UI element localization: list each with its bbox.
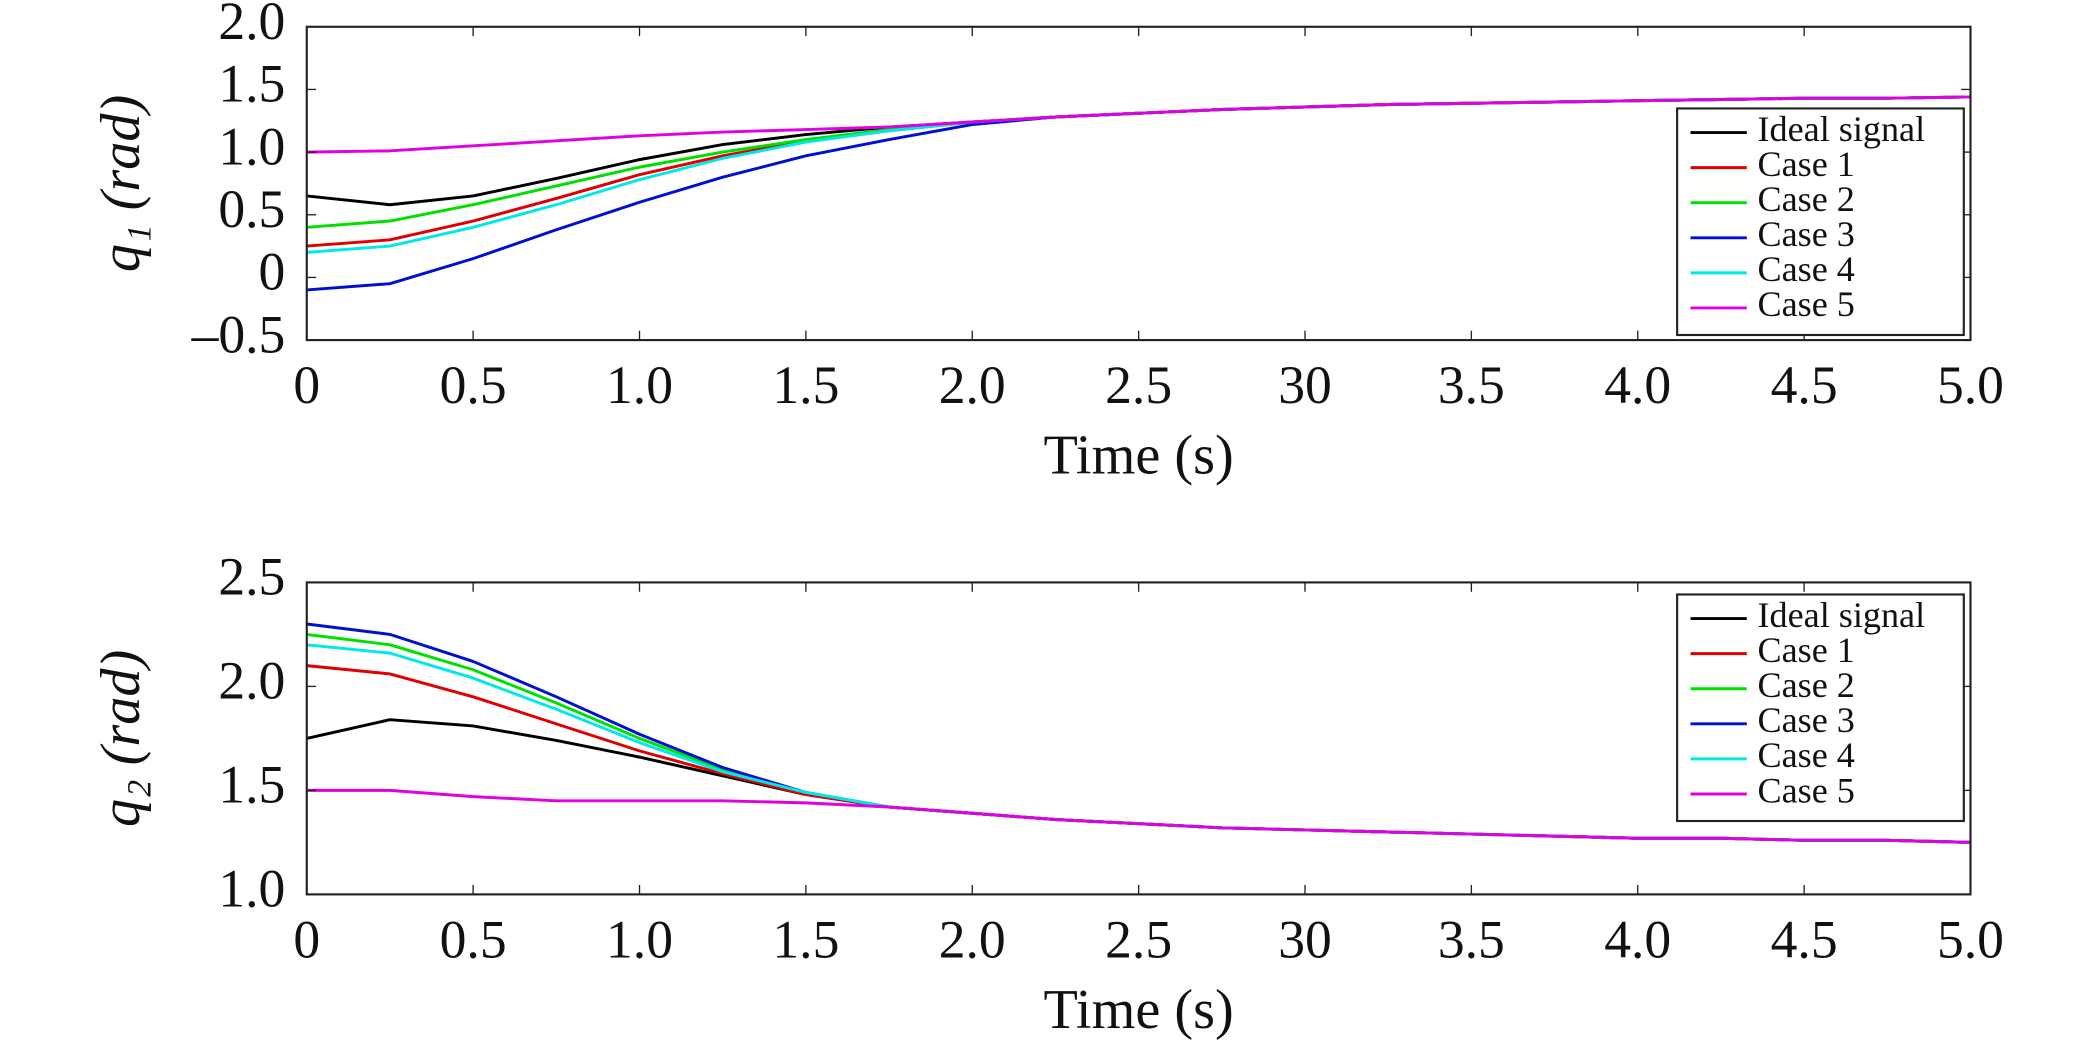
chart: 0 0.5 1.0 1.5 2.0 2.5 30 3.5 4.0 4.5 5.0 1.0 1.5 2.0 2…	[90, 547, 2004, 1041]
x-tick-label: 1.0	[606, 355, 673, 415]
y-tick-label: –0.5	[191, 304, 286, 364]
y-tick-label: 0.5	[218, 179, 285, 239]
x-axis-label: Time (s)	[1044, 979, 1234, 1041]
x-tick-label: 0	[293, 355, 320, 415]
x-tick-label: 30	[1278, 355, 1332, 415]
x-tick-label: 2.0	[939, 355, 1006, 415]
y-tick-label: 2.0	[218, 0, 285, 51]
x-tick-label: 2.0	[939, 910, 1006, 970]
x-tick-label: 3.5	[1438, 355, 1505, 415]
x-tick-label: 2.5	[1105, 910, 1172, 970]
legend-box	[1676, 593, 1965, 823]
x-tick-label: 4.5	[1771, 910, 1838, 970]
y-tick-label: 1.5	[218, 755, 285, 815]
legend-label: Case 1	[1758, 630, 1855, 670]
legend-label: Case 1	[1758, 144, 1855, 184]
chart: 0 0.5 1.0 1.5 2.0 2.5 30 3.5 4.0 4.5 5.0–0.500.51.…	[90, 0, 2004, 486]
x-tick-label: 4.0	[1604, 355, 1671, 415]
series-line	[306, 95, 1971, 154]
legend-label: Case 2	[1758, 665, 1855, 705]
x-tick-label: 1.5	[772, 355, 839, 415]
legend-label: Case 5	[1758, 770, 1855, 810]
x-tick-label: 4.5	[1771, 355, 1838, 415]
y-tick-label: 0	[259, 242, 286, 302]
legend-label: Case 3	[1758, 214, 1855, 254]
y-tick-label: 1.0	[218, 859, 285, 919]
y-tick-label: 2.5	[218, 547, 285, 607]
legend-label: Case 4	[1758, 735, 1855, 775]
y-tick-label: 2.0	[218, 651, 285, 711]
x-tick-label: 1.0	[606, 910, 673, 970]
legend-label: Case 2	[1758, 179, 1855, 219]
y-axis-label: q₁ (rad)	[90, 95, 152, 272]
legend-label: Case 3	[1758, 700, 1855, 740]
legend-label: Case 4	[1758, 249, 1855, 289]
y-tick-label: 1.5	[218, 54, 285, 114]
x-tick-label: 1.5	[772, 910, 839, 970]
y-tick-label: 1.0	[218, 116, 285, 176]
x-tick-label: 5.0	[1937, 910, 2004, 970]
x-tick-label: 30	[1278, 910, 1332, 970]
x-tick-label: 0.5	[440, 910, 507, 970]
y-axis-label: q₂ (rad)	[90, 650, 152, 827]
x-tick-label: 0.5	[440, 355, 507, 415]
x-tick-label: 0	[293, 910, 320, 970]
series-line	[306, 788, 1971, 844]
x-tick-label: 3.5	[1438, 910, 1505, 970]
legend-box	[1676, 107, 1965, 337]
x-tick-label: 2.5	[1105, 355, 1172, 415]
legend-label: Case 5	[1758, 284, 1855, 324]
x-tick-label: 4.0	[1604, 910, 1671, 970]
x-axis-label: Time (s)	[1044, 424, 1234, 486]
x-tick-label: 5.0	[1937, 355, 2004, 415]
legend-label: Ideal signal	[1758, 109, 1926, 149]
legend-label: Ideal signal	[1758, 595, 1926, 635]
